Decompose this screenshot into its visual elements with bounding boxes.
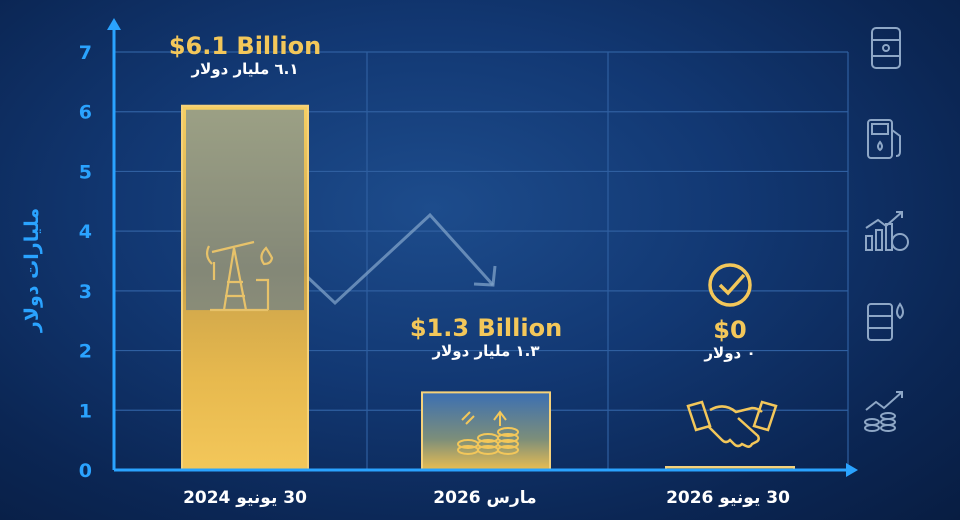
y-axis-arrowhead [107,18,121,30]
bar2-annotation: $1.3 Billion ١.٣ مليار دولار [396,314,576,360]
y-tick-label: 7 [79,42,92,64]
fuel-pump-icon [867,119,901,159]
oil-drop-barrel-icon [867,302,904,341]
bar1-annotation: $6.1 Billion ٦.١ مليار دولار [160,32,330,78]
axes [107,18,858,477]
x-label-1: 30 يونيو 2024 [183,488,307,508]
bar3-arabic-label: ٠ دولار [704,344,756,362]
money-growth-icon [864,391,903,432]
y-tick-label: 2 [79,341,92,363]
check-circle-icon [708,263,752,307]
y-axis-label: مليارات دولار [21,208,43,333]
oil-barrel-icon [871,27,901,69]
bar1-value-label: $6.1 Billion [168,32,322,60]
bar3-annotation: $0 ٠ دولار [680,316,780,362]
coin-stack-growth-icon [457,410,519,455]
y-ticks: 0 1 2 3 4 5 6 7 [79,42,92,482]
y-tick-label: 6 [79,102,92,124]
trend-arrow [298,212,497,306]
growth-chart-icon [865,211,909,251]
bar2-value-label: $1.3 Billion [409,314,563,342]
bar2-arabic-label: ١.٣ مليار دولار [432,342,540,360]
bars [181,104,795,471]
bar3-value-label: $0 [713,316,747,344]
y-tick-label: 5 [79,161,92,183]
bar-2 [421,391,551,471]
y-tick-label: 0 [79,460,92,482]
oil-pumpjack-icon [205,240,274,312]
bar-1 [181,104,309,471]
handshake-icon [686,400,778,448]
x-label-3: 30 يونيو 2026 [666,488,790,508]
x-axis-arrowhead [846,463,858,477]
bar-1-shade [186,109,304,311]
bar1-arabic-label: ٦.١ مليار دولار [191,60,299,78]
x-label-2: مارس 2026 [433,488,537,508]
y-tick-label: 4 [79,221,92,243]
y-tick-label: 3 [79,281,92,303]
y-tick-label: 1 [79,400,92,422]
